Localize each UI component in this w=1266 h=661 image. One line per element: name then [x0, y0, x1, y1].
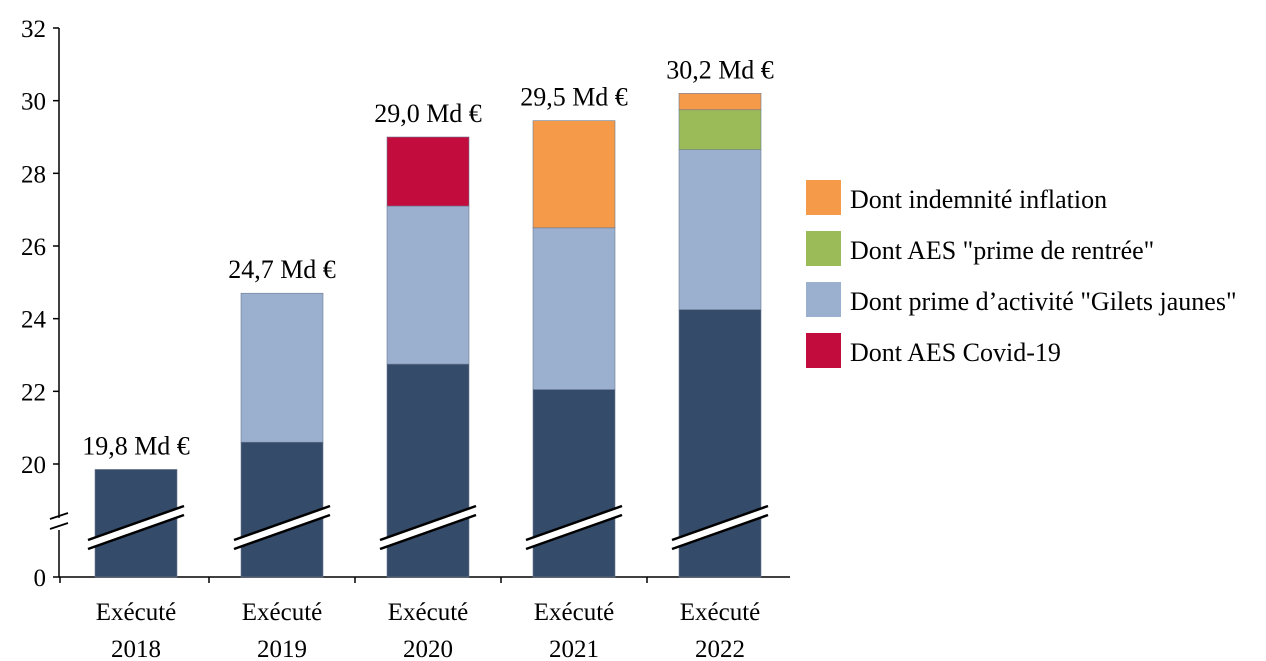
y-tick-label: 26 — [21, 234, 46, 261]
legend-label: Dont prime d’activité "Gilets jaunes" — [850, 287, 1237, 316]
bar-break-line — [233, 504, 331, 542]
y-tick-label: 20 — [21, 452, 46, 479]
bar-break-line — [525, 513, 623, 551]
bar-break-gap — [526, 506, 622, 549]
bar-break-gap — [672, 506, 768, 549]
y-axis: 20 22 24 26 28 30 32 0 — [21, 16, 790, 592]
total-label: 29,0 Md € — [374, 99, 482, 128]
total-label: 19,8 Md € — [82, 431, 190, 460]
y-tick-label: 22 — [21, 379, 46, 406]
bar-segment — [240, 441, 324, 578]
bar-segment — [678, 93, 762, 111]
bar-segment — [386, 136, 470, 207]
bars — [94, 93, 762, 578]
bar-break-line — [87, 513, 185, 551]
bar-break-gap — [88, 506, 184, 549]
bar-segment — [678, 109, 762, 151]
bar-segment — [678, 149, 762, 310]
x-category-label: Exécuté — [96, 599, 177, 626]
bar-segment — [532, 389, 616, 578]
legend-swatch — [806, 282, 841, 317]
bar-segment — [386, 363, 470, 578]
bar-segment — [386, 205, 470, 365]
bar-break-line — [87, 504, 185, 542]
y-tick-label: 32 — [21, 16, 46, 43]
bar-break-line — [525, 504, 623, 542]
y-tick-label: 24 — [21, 307, 47, 334]
legend: Dont indemnité inflation Dont AES "prime … — [806, 180, 1237, 368]
total-label: 30,2 Md € — [666, 55, 774, 84]
y-tick-label: 30 — [21, 89, 46, 116]
x-category-label: Exécuté — [388, 599, 469, 626]
bar-break-line — [379, 504, 477, 542]
x-category-label: Exécuté — [242, 599, 323, 626]
bar-segment — [240, 292, 324, 443]
legend-swatch — [806, 333, 841, 368]
bar-break-gap — [234, 506, 330, 549]
bar-break-line — [379, 513, 477, 551]
axis-breaks — [87, 504, 769, 551]
legend-label: Dont AES "prime de rentrée" — [850, 236, 1154, 265]
x-category-year: 2022 — [695, 636, 745, 661]
x-category-year: 2020 — [403, 636, 453, 661]
legend-label: Dont AES Covid-19 — [850, 338, 1061, 367]
bar-segment — [532, 120, 616, 229]
x-category-year: 2018 — [111, 636, 161, 661]
legend-swatch — [806, 180, 841, 215]
y-tick-label: 28 — [21, 161, 46, 188]
bar-break-line — [233, 513, 331, 551]
x-category-year: 2019 — [257, 636, 307, 661]
x-category-year: 2021 — [549, 636, 599, 661]
y-tick-label-zero: 0 — [34, 565, 47, 592]
bar-break-gap — [380, 506, 476, 549]
total-label: 24,7 Md € — [228, 255, 336, 284]
bar-segment — [532, 227, 616, 390]
total-label: 29,5 Md € — [520, 83, 628, 112]
total-labels: 19,8 Md € 24,7 Md € 29,0 Md € 29,5 Md € 30,2… — [82, 55, 774, 460]
bar-break-line — [671, 513, 769, 551]
y-axis-break-mark — [49, 522, 69, 530]
y-axis-break-mark — [49, 512, 69, 520]
x-category-label: Exécuté — [680, 599, 761, 626]
x-category-label: Exécuté — [534, 599, 615, 626]
x-axis: Exécuté 2018 Exécuté 2019 Exécuté 2020 Exécuté… — [59, 577, 761, 661]
legend-swatch — [806, 231, 841, 266]
bar-break-line — [671, 504, 769, 542]
legend-label: Dont indemnité inflation — [850, 185, 1107, 214]
